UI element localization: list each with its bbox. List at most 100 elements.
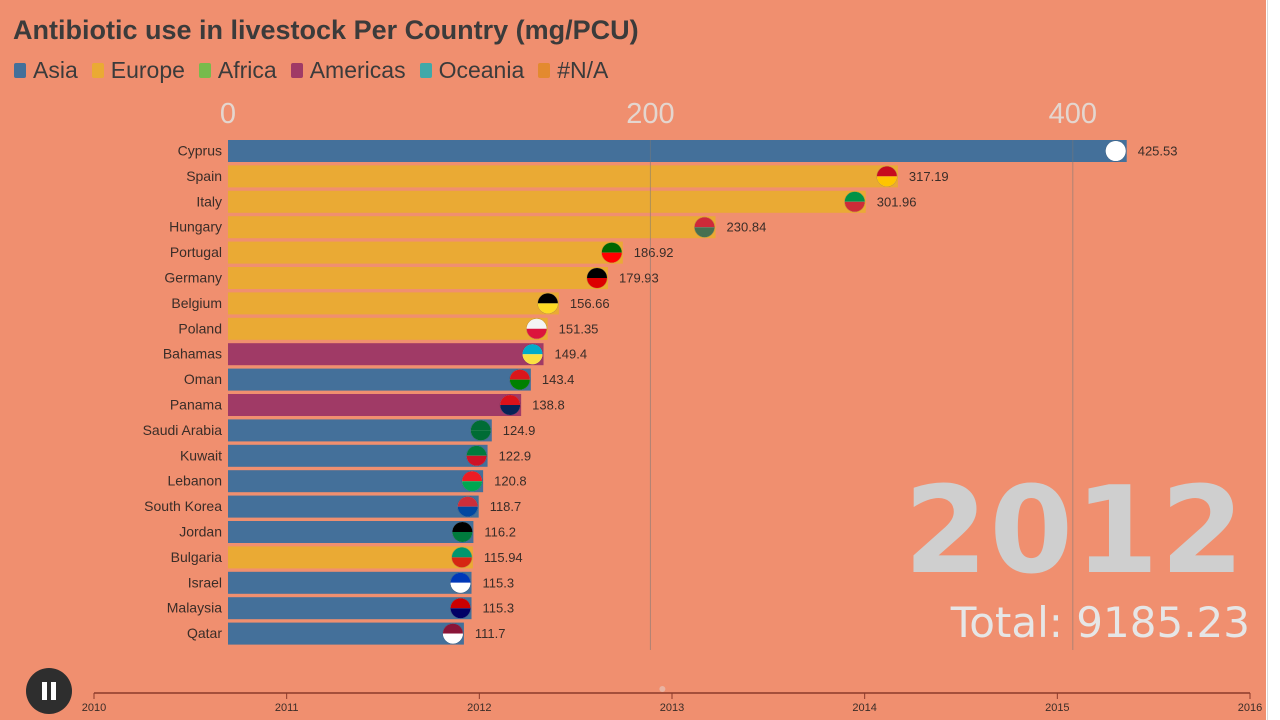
value-label: 115.94	[484, 550, 523, 565]
flag-upper	[450, 598, 471, 609]
legend-item: Africa	[198, 57, 277, 84]
category-label: Spain	[186, 168, 222, 184]
legend-item: Americas	[290, 57, 406, 84]
flag-upper	[601, 242, 622, 253]
flag-lower	[442, 633, 463, 644]
legend-swatch	[290, 63, 303, 78]
flag-lower	[844, 201, 865, 212]
legend-item: Asia	[14, 57, 78, 84]
flag-upper	[509, 369, 530, 380]
flag-upper	[526, 318, 547, 329]
x-tick-label: 0	[220, 98, 236, 130]
value-label: 111.7	[475, 626, 506, 641]
legend-label: Americas	[309, 57, 406, 83]
bar	[228, 444, 488, 467]
category-label: Bahamas	[163, 346, 222, 362]
flag-upper	[694, 217, 715, 228]
category-label: Hungary	[169, 219, 222, 235]
value-label: 149.4	[555, 347, 588, 362]
flag-lower	[601, 252, 622, 263]
legend-label: Oceania	[438, 57, 525, 83]
flag-upper	[466, 445, 487, 456]
category-label: Italy	[196, 193, 222, 209]
flag-lower	[522, 354, 543, 365]
timeline-tick-label: 2015	[1045, 702, 1069, 714]
category-label: Bulgaria	[171, 549, 223, 565]
flag-lower	[876, 176, 897, 187]
flag-lower	[500, 405, 521, 416]
bar	[228, 546, 473, 569]
category-label: Poland	[178, 320, 222, 336]
category-label: Qatar	[187, 625, 222, 641]
value-label: 230.84	[727, 220, 767, 235]
bar	[228, 241, 623, 264]
category-label: Saudi Arabia	[143, 422, 223, 438]
category-label: Kuwait	[180, 447, 222, 463]
flag-lower	[587, 278, 608, 288]
flag-upper	[537, 293, 558, 304]
flag-lower	[462, 481, 483, 492]
category-label: Malaysia	[167, 600, 222, 616]
flag-upper	[1105, 141, 1126, 151]
flag-lower	[1105, 151, 1126, 161]
value-label: 138.8	[532, 398, 565, 413]
category-label: Panama	[170, 397, 222, 413]
timeline-tick-label: 2012	[467, 702, 491, 714]
legend-item: #N/A	[538, 57, 608, 84]
value-label: 317.19	[909, 169, 949, 184]
flag-lower	[526, 328, 547, 339]
bar	[228, 419, 492, 442]
category-label: Oman	[184, 371, 222, 387]
category-label: Belgium	[171, 295, 222, 311]
flag-upper	[451, 547, 472, 558]
flag-upper	[457, 496, 478, 507]
flag-upper	[844, 191, 865, 202]
bar	[228, 216, 716, 239]
flag-lower	[537, 303, 558, 314]
value-label: 301.96	[877, 194, 917, 209]
bar	[228, 495, 479, 518]
bar	[228, 521, 474, 543]
current-year: 2012	[904, 462, 1246, 601]
bar	[228, 470, 484, 493]
flag-lower	[452, 532, 473, 542]
flag-upper	[450, 572, 471, 583]
value-label: 115.3	[483, 575, 515, 590]
legend-swatch	[538, 63, 551, 78]
bar	[228, 622, 464, 645]
value-label: 156.66	[570, 296, 610, 311]
value-label: 118.7	[490, 499, 522, 514]
flag-upper	[452, 522, 473, 532]
pause-icon-bar	[51, 682, 56, 700]
flag-lower	[457, 506, 478, 517]
legend-item: Europe	[91, 57, 185, 84]
flag-lower	[509, 379, 530, 390]
value-label: 151.35	[559, 321, 599, 336]
bar	[228, 368, 531, 391]
category-label: Germany	[164, 270, 222, 286]
flag-upper	[522, 344, 543, 355]
legend: Asia Europe Africa Americas Oceania #N/A	[14, 57, 622, 84]
pause-button[interactable]	[26, 668, 72, 714]
flag-upper	[587, 268, 608, 278]
value-label: 186.92	[634, 245, 674, 260]
bar	[228, 190, 866, 213]
value-label: 122.9	[499, 448, 532, 463]
x-tick-label: 200	[626, 98, 674, 130]
flag-lower	[466, 455, 487, 466]
bar	[228, 140, 1127, 162]
value-label: 143.4	[542, 372, 575, 387]
legend-swatch	[419, 63, 432, 78]
legend-item: Oceania	[419, 57, 525, 84]
flag-upper	[876, 166, 897, 177]
bar	[228, 317, 548, 340]
flag-upper	[500, 395, 521, 405]
bar	[228, 571, 472, 594]
legend-label: Europe	[110, 57, 185, 83]
category-label: Lebanon	[167, 473, 222, 489]
timeline-tick-label: 2016	[1238, 702, 1262, 714]
timeline-handle[interactable]	[659, 686, 666, 692]
flag-lower	[450, 608, 471, 619]
x-tick-label: 400	[1049, 98, 1097, 130]
